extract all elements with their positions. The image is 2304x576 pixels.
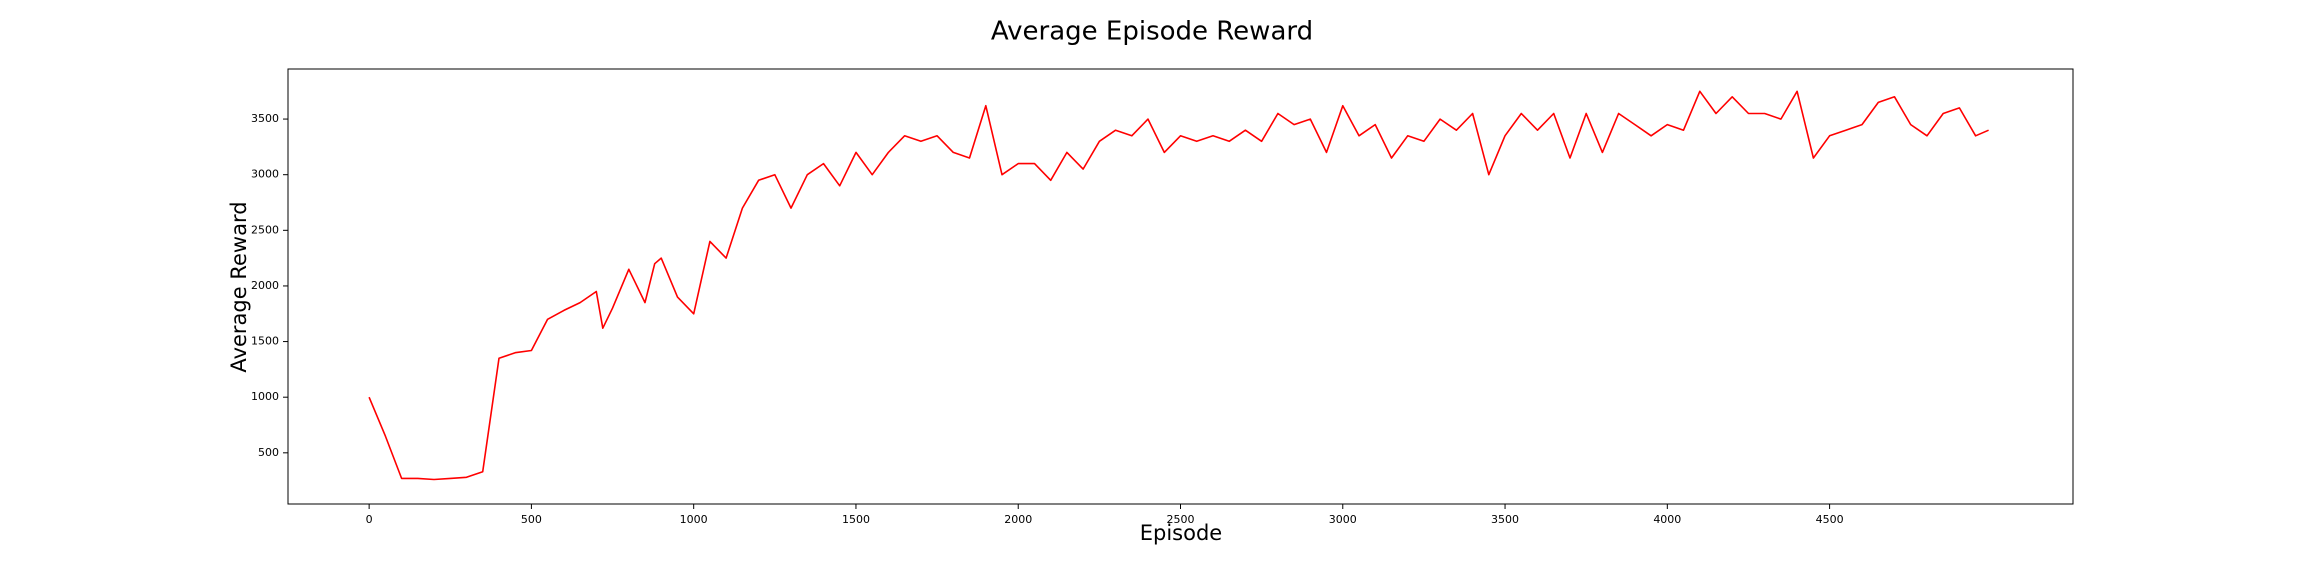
plot-frame bbox=[287, 68, 2074, 505]
x-tick-label: 3000 bbox=[1329, 513, 1357, 526]
x-tick-label: 4500 bbox=[1816, 513, 1844, 526]
y-tick-label: 2500 bbox=[251, 223, 279, 236]
y-tick-label: 1000 bbox=[251, 390, 279, 403]
x-tick-label: 0 bbox=[366, 513, 373, 526]
y-tick-label: 500 bbox=[258, 446, 279, 459]
chart-title: Average Episode Reward bbox=[991, 17, 1313, 47]
x-axis-label: Episode bbox=[1140, 521, 1222, 545]
line bbox=[368, 90, 1989, 481]
x-tick-label: 4000 bbox=[1653, 513, 1681, 526]
x-tick-label: 2500 bbox=[1167, 513, 1195, 526]
y-axis-label: Average Reward bbox=[227, 201, 251, 372]
x-tick-label: 1000 bbox=[680, 513, 708, 526]
x-tick-label: 2000 bbox=[1004, 513, 1032, 526]
y-tick-label: 1500 bbox=[251, 335, 279, 348]
y-tick-label: 3500 bbox=[251, 112, 279, 125]
y-tick-label: 2000 bbox=[251, 279, 279, 292]
x-tick-label: 500 bbox=[521, 513, 542, 526]
x-tick-label: 1500 bbox=[842, 513, 870, 526]
x-tick-label: 3500 bbox=[1491, 513, 1519, 526]
y-tick-label: 3000 bbox=[251, 168, 279, 181]
